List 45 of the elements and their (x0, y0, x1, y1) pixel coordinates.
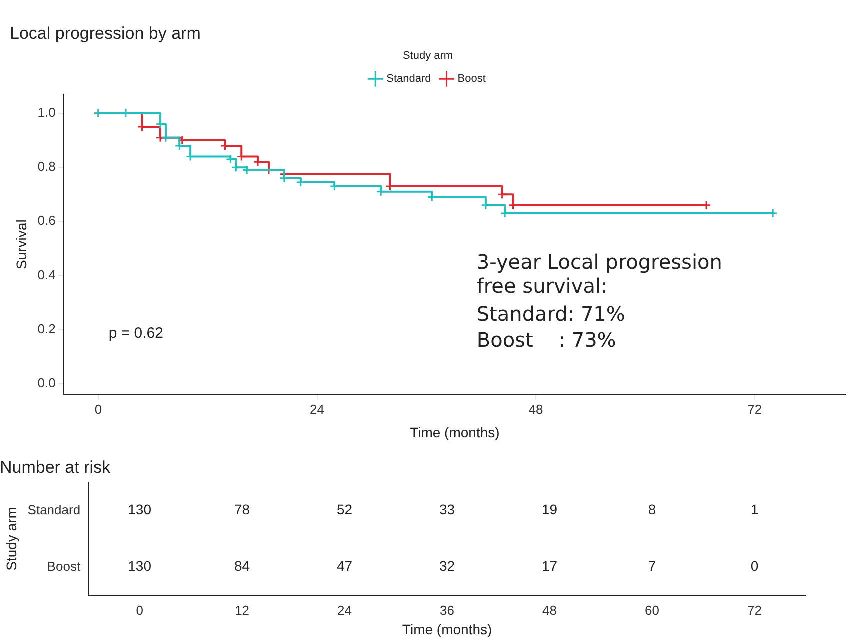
x-tick-label: 72 (748, 602, 762, 618)
y-tick-label: 0.0 (38, 375, 56, 390)
data-label: 19 (542, 502, 558, 518)
y-tick-label: Standard (28, 502, 81, 518)
data-label: 130 (128, 558, 152, 574)
data-label: 84 (234, 558, 250, 574)
data-label: 7 (648, 558, 656, 574)
data-label: 17 (542, 558, 558, 574)
x-axis-title: Time (months) (410, 424, 500, 440)
data-label: 52 (337, 502, 353, 518)
x-tick-label: 48 (528, 402, 544, 417)
data-label: 1 (750, 502, 759, 518)
annotation: p = 0.62 (108, 324, 164, 342)
y-tick-label: 0.2 (38, 321, 56, 336)
data-label: 32 (439, 558, 456, 574)
x-tick-label: 0 (136, 602, 144, 618)
annotation: 3-year Local progression free survival: (476, 250, 724, 298)
data-label: 47 (337, 558, 353, 574)
x-tick-label: 60 (645, 602, 660, 618)
x-tick-label: 24 (310, 402, 325, 417)
y-tick-label: 0.6 (38, 213, 56, 228)
data-label: 33 (439, 502, 456, 518)
data-label: 0 (750, 558, 759, 574)
y-axis-title: Survival (13, 220, 30, 270)
legend-label: Boost (458, 73, 486, 86)
x-tick-label: 48 (542, 602, 558, 618)
annotation: Boost : 73% (476, 328, 618, 352)
legend-label: Standard (386, 73, 432, 86)
data-label: 78 (234, 502, 250, 518)
y-tick-label: 0.8 (38, 159, 56, 174)
x-axis-title: Time (months) (402, 621, 492, 638)
x-tick-label: 12 (235, 602, 250, 618)
chart-title: Local progression by arm (10, 24, 201, 43)
y-tick-label: 0.4 (38, 267, 56, 282)
x-tick-label: 72 (748, 402, 762, 417)
y-axis-title: Study arm (3, 507, 20, 571)
x-tick-label: 36 (440, 602, 455, 618)
data-label: 8 (648, 502, 656, 518)
x-tick-label: 24 (338, 602, 352, 618)
x-tick-label: 0 (94, 402, 102, 417)
chart-title: Number at risk (0, 458, 112, 477)
data-label: 130 (128, 502, 152, 518)
legend-title: Study arm (402, 50, 454, 62)
annotation: Standard: 71% (476, 302, 626, 326)
y-tick-label: 1.0 (38, 105, 56, 120)
